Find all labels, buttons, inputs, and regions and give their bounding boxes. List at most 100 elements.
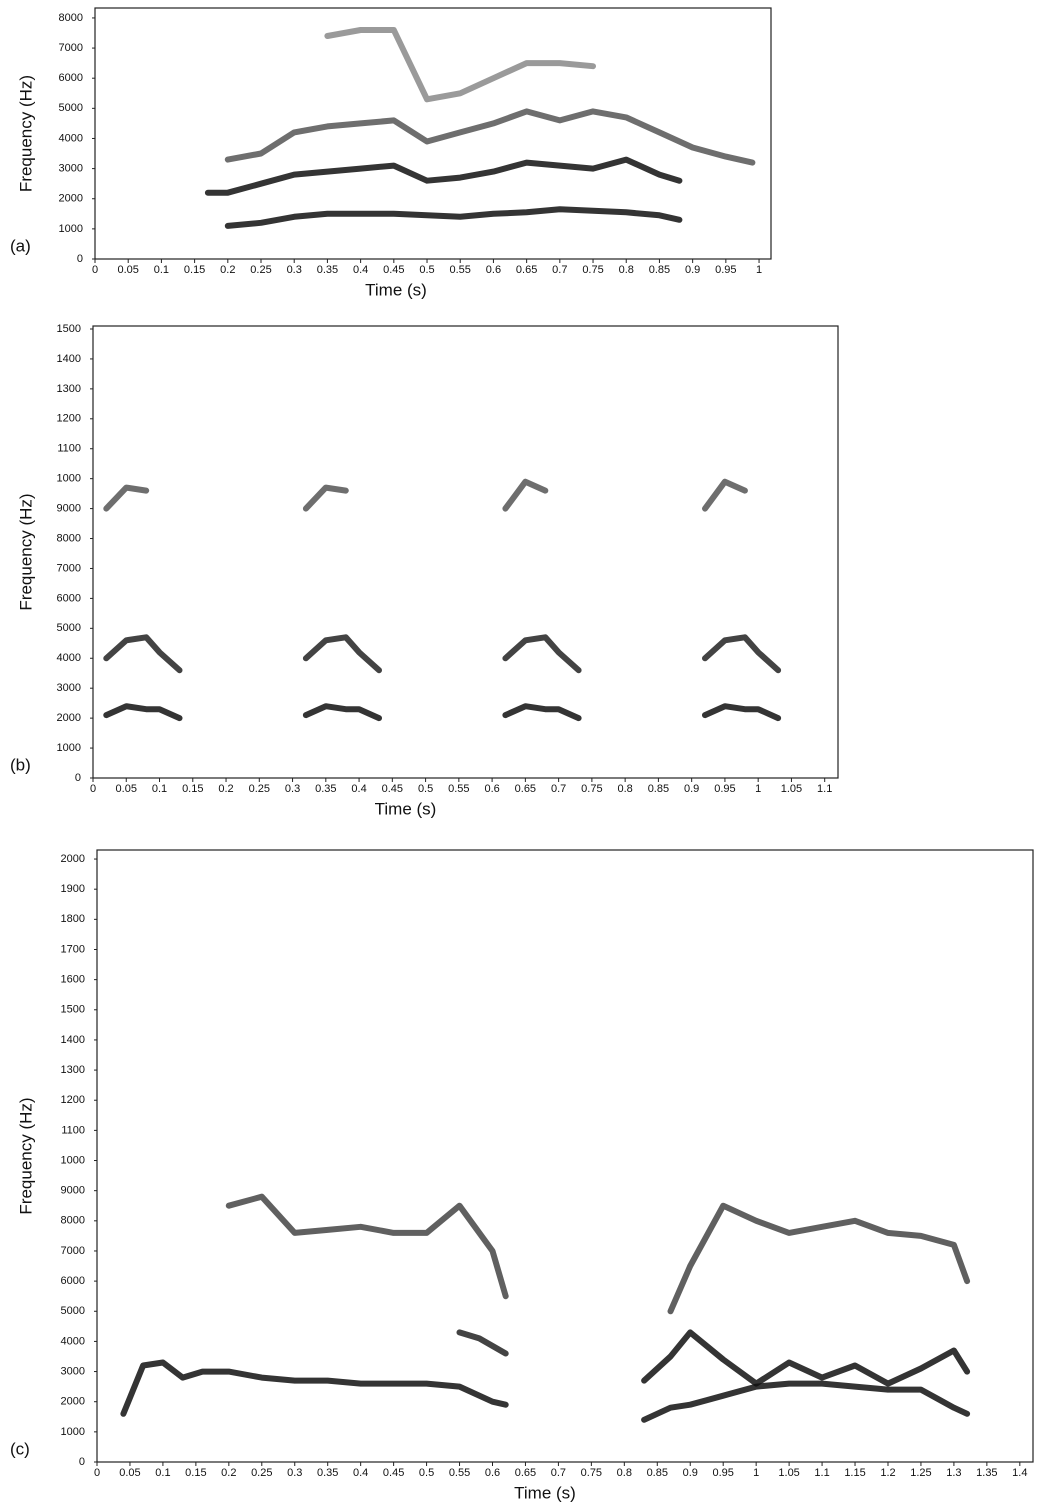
y-tick-label: 8000: [57, 532, 81, 544]
x-tick-label: 0: [90, 783, 96, 795]
y-tick-label: 1400: [57, 353, 81, 365]
y-tick-label: 1100: [57, 443, 81, 455]
x-tick-label: 0.5: [419, 264, 434, 276]
x-tick-label: 0.6: [484, 783, 499, 795]
x-tick-label: 0.9: [684, 783, 699, 795]
plot-frame: [95, 8, 771, 259]
y-tick-label: 1000: [57, 742, 81, 754]
y-tick-label: 4000: [57, 652, 81, 664]
x-tick-label: 0.1: [155, 1467, 170, 1479]
x-axis-title: Time (s): [375, 799, 437, 818]
plot-frame: [93, 326, 838, 778]
x-tick-label: 0.85: [648, 783, 669, 795]
y-tick-label: 2000: [61, 1396, 85, 1408]
y-tick-label: 8000: [59, 12, 83, 24]
y-tick-label: 7000: [61, 1245, 85, 1257]
y-tick-label: 0: [77, 253, 83, 265]
x-tick-label: 0.75: [582, 264, 603, 276]
x-tick-label: 0.55: [449, 1467, 470, 1479]
panel-label: (a): [10, 236, 31, 255]
x-tick-label: 0.8: [617, 783, 632, 795]
x-tick-label: 0.25: [249, 783, 270, 795]
x-tick-label: 0.9: [683, 1467, 698, 1479]
x-tick-label: 0.95: [715, 264, 736, 276]
x-tick-label: 1: [756, 264, 762, 276]
y-tick-label: 7000: [57, 562, 81, 574]
x-tick-label: 0.6: [485, 1467, 500, 1479]
x-tick-label: 0.05: [119, 1467, 140, 1479]
y-tick-label: 1000: [61, 1154, 85, 1166]
x-tick-label: 1.25: [910, 1467, 931, 1479]
x-tick-label: 1.05: [781, 783, 802, 795]
y-tick-label: 1100: [61, 1124, 85, 1136]
x-tick-label: 0.1: [152, 783, 167, 795]
y-tick-label: 0: [75, 772, 81, 784]
x-tick-label: 0.05: [117, 264, 138, 276]
x-tick-label: 1: [753, 1467, 759, 1479]
y-axis-title: Frequency (Hz): [16, 75, 35, 192]
x-tick-label: 0.4: [353, 264, 368, 276]
y-tick-label: 3000: [59, 163, 83, 175]
y-tick-label: 2000: [59, 193, 83, 205]
panel-label: (c): [10, 1439, 30, 1458]
y-axis-title: Frequency (Hz): [16, 493, 35, 610]
x-tick-label: 0: [92, 264, 98, 276]
y-tick-label: 4000: [59, 132, 83, 144]
x-tick-label: 0.9: [685, 264, 700, 276]
y-tick-label: 1200: [61, 1094, 85, 1106]
y-tick-label: 9000: [61, 1185, 85, 1197]
y-tick-label: 5000: [57, 622, 81, 634]
x-tick-label: 0.65: [515, 783, 536, 795]
x-tick-label: 0.35: [317, 264, 338, 276]
x-tick-label: 0.7: [551, 1467, 566, 1479]
x-tick-label: 0.25: [250, 264, 271, 276]
y-tick-label: 0: [79, 1456, 85, 1468]
y-tick-label: 1900: [61, 883, 85, 895]
x-tick-label: 0.7: [552, 264, 567, 276]
x-tick-label: 1: [755, 783, 761, 795]
x-tick-label: 0.45: [383, 264, 404, 276]
x-tick-label: 0.2: [218, 783, 233, 795]
y-tick-label: 6000: [61, 1275, 85, 1287]
x-tick-label: 0.55: [450, 264, 471, 276]
x-axis-title: Time (s): [365, 280, 427, 299]
y-tick-label: 1000: [61, 1426, 85, 1438]
y-tick-label: 2000: [57, 712, 81, 724]
panel-label: (b): [10, 755, 31, 774]
y-tick-label: 6000: [59, 72, 83, 84]
y-tick-label: 4000: [61, 1335, 85, 1347]
x-tick-label: 0.5: [419, 1467, 434, 1479]
x-tick-label: 0: [94, 1467, 100, 1479]
y-tick-label: 6000: [57, 592, 81, 604]
x-tick-label: 1.15: [844, 1467, 865, 1479]
y-tick-label: 1300: [57, 383, 81, 395]
x-tick-label: 1.05: [778, 1467, 799, 1479]
x-tick-label: 1.4: [1012, 1467, 1027, 1479]
x-tick-label: 0.3: [287, 264, 302, 276]
y-tick-label: 1500: [57, 323, 81, 335]
x-tick-label: 0.65: [515, 1467, 536, 1479]
x-tick-label: 1.35: [976, 1467, 997, 1479]
x-tick-label: 0.95: [712, 1467, 733, 1479]
y-tick-label: 1000: [59, 223, 83, 235]
x-tick-label: 0.75: [581, 1467, 602, 1479]
x-tick-label: 1.3: [946, 1467, 961, 1479]
x-tick-label: 0.8: [617, 1467, 632, 1479]
x-tick-label: 0.15: [182, 783, 203, 795]
x-tick-label: 0.5: [418, 783, 433, 795]
x-tick-label: 0.05: [116, 783, 137, 795]
x-tick-label: 0.15: [185, 1467, 206, 1479]
x-tick-label: 1.1: [814, 1467, 829, 1479]
x-tick-label: 0.45: [382, 783, 403, 795]
x-tick-label: 0.6: [486, 264, 501, 276]
y-tick-label: 9000: [57, 503, 81, 515]
y-tick-label: 1300: [61, 1064, 85, 1076]
y-tick-label: 1800: [61, 913, 85, 925]
y-tick-label: 3000: [61, 1365, 85, 1377]
x-tick-label: 0.85: [647, 1467, 668, 1479]
x-tick-label: 0.3: [285, 783, 300, 795]
x-tick-label: 0.4: [351, 783, 366, 795]
x-tick-label: 0.15: [184, 264, 205, 276]
y-tick-label: 1400: [61, 1034, 85, 1046]
x-tick-label: 1.2: [880, 1467, 895, 1479]
